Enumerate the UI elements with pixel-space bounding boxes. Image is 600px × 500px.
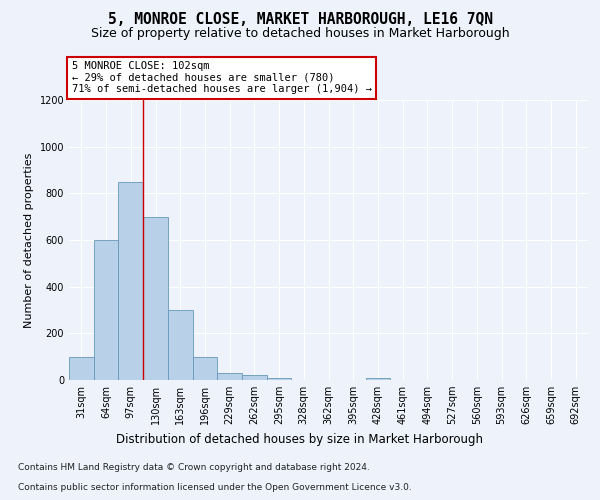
Bar — [217, 373, 242, 380]
Text: 5, MONROE CLOSE, MARKET HARBOROUGH, LE16 7QN: 5, MONROE CLOSE, MARKET HARBOROUGH, LE16… — [107, 12, 493, 28]
Bar — [193, 356, 217, 380]
Bar — [242, 376, 267, 380]
Bar — [94, 240, 118, 380]
Bar — [143, 216, 168, 380]
Text: Contains public sector information licensed under the Open Government Licence v3: Contains public sector information licen… — [18, 484, 412, 492]
Text: Size of property relative to detached houses in Market Harborough: Size of property relative to detached ho… — [91, 28, 509, 40]
Bar — [365, 378, 390, 380]
Text: Distribution of detached houses by size in Market Harborough: Distribution of detached houses by size … — [116, 432, 484, 446]
Bar — [168, 310, 193, 380]
Y-axis label: Number of detached properties: Number of detached properties — [24, 152, 34, 328]
Text: Contains HM Land Registry data © Crown copyright and database right 2024.: Contains HM Land Registry data © Crown c… — [18, 464, 370, 472]
Bar — [118, 182, 143, 380]
Text: 5 MONROE CLOSE: 102sqm
← 29% of detached houses are smaller (780)
71% of semi-de: 5 MONROE CLOSE: 102sqm ← 29% of detached… — [71, 61, 371, 94]
Bar — [267, 378, 292, 380]
Bar — [69, 356, 94, 380]
